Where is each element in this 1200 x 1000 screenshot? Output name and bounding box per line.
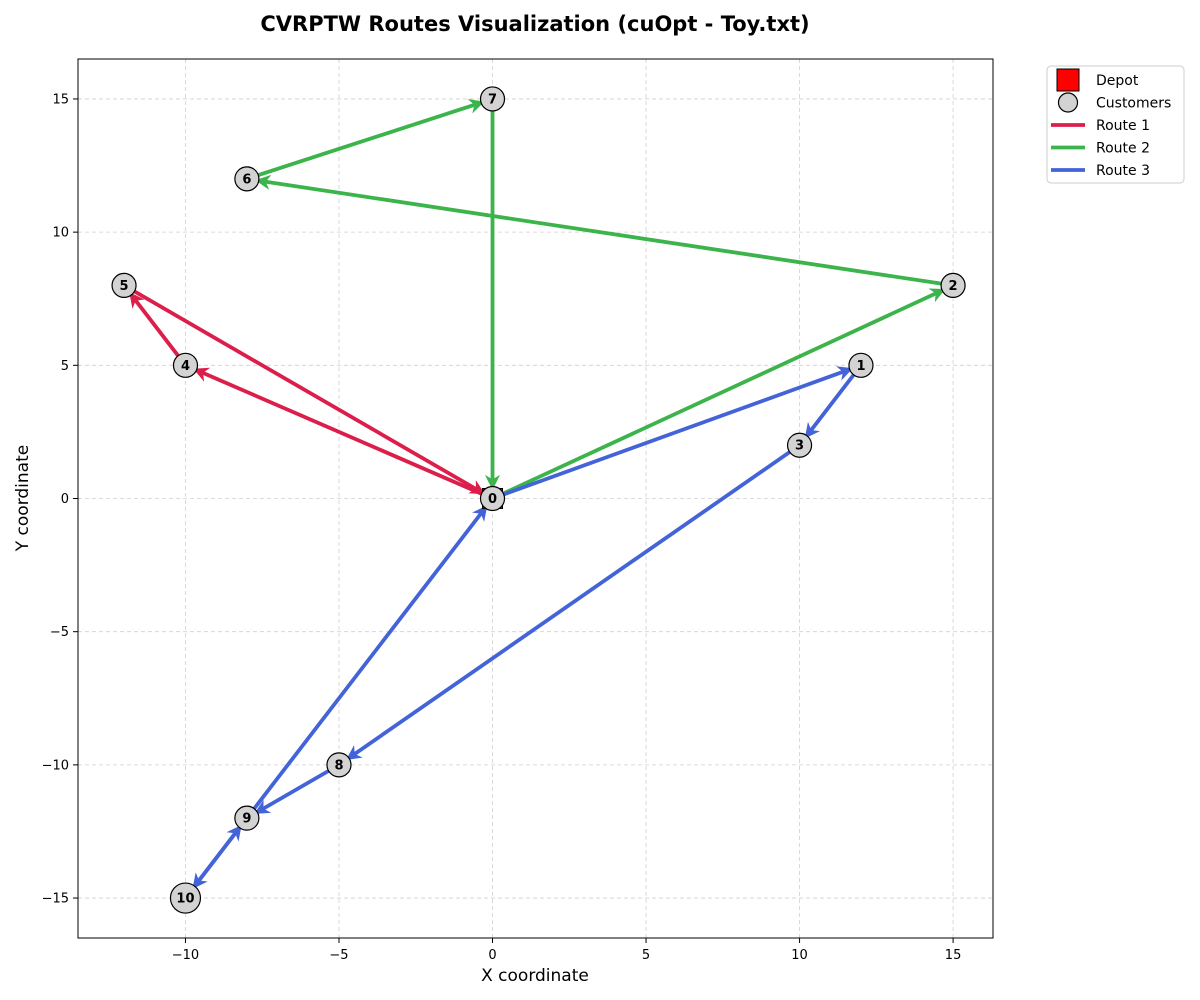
route-1-segment bbox=[128, 291, 188, 368]
route-1-segment bbox=[122, 283, 486, 496]
x-tick-label: 15 bbox=[945, 948, 962, 963]
node-9-marker bbox=[234, 805, 260, 831]
node-1-marker bbox=[848, 352, 874, 378]
y-tick-label: −15 bbox=[42, 892, 69, 907]
x-tick-label: 0 bbox=[488, 948, 496, 963]
x-axis-label: X coordinate bbox=[481, 966, 589, 986]
legend-item-depot: Depot bbox=[1056, 68, 1139, 92]
node-5-marker bbox=[111, 272, 137, 299]
legend-item-route3: Route 3 bbox=[1051, 163, 1150, 179]
node-0-marker bbox=[479, 485, 506, 512]
route-3 bbox=[183, 363, 863, 900]
route-3-segment bbox=[244, 504, 489, 821]
y-tick-label: −5 bbox=[50, 625, 69, 640]
node-0-label: 0 bbox=[488, 492, 497, 507]
legend-depot-swatch bbox=[1056, 68, 1080, 92]
route-3-segment bbox=[490, 366, 854, 501]
legend-depot-label: Depot bbox=[1096, 73, 1139, 89]
x-tick-label: 5 bbox=[642, 948, 650, 963]
nodes-layer: 0 1 2 3 4 5 6 7 8 9 10 bbox=[111, 86, 966, 914]
node-10-label: 10 bbox=[176, 892, 194, 907]
node-6-marker bbox=[234, 166, 260, 192]
route-2 bbox=[244, 97, 955, 501]
node-7-marker bbox=[479, 86, 506, 112]
route-1-segment bbox=[192, 367, 495, 501]
route-2-segment bbox=[490, 287, 946, 501]
node-4-label: 4 bbox=[181, 359, 190, 374]
route-3-segment bbox=[345, 443, 802, 762]
y-tick-label: 0 bbox=[61, 492, 69, 507]
legend-frame bbox=[1046, 65, 1185, 184]
y-tick-label: 10 bbox=[52, 226, 69, 241]
node-7-label: 7 bbox=[488, 92, 497, 107]
legend: Depot Customers Route 1 Route 2 Route 3 bbox=[1046, 65, 1185, 184]
node-5-label: 5 bbox=[120, 279, 129, 294]
legend-route2-label: Route 2 bbox=[1096, 141, 1150, 157]
y-tick-label: −10 bbox=[42, 758, 69, 773]
node-6-label: 6 bbox=[242, 172, 251, 187]
legend-customers-label: Customers bbox=[1096, 96, 1171, 112]
node-8-marker bbox=[326, 752, 352, 778]
route-2-segment bbox=[254, 174, 955, 288]
route-2-segment bbox=[244, 99, 485, 181]
legend-customers-swatch bbox=[1057, 92, 1079, 113]
route-3-segment bbox=[803, 363, 863, 440]
legend-route3-label: Route 3 bbox=[1096, 163, 1150, 179]
node-3-label: 3 bbox=[795, 439, 804, 454]
node-8-label: 8 bbox=[334, 758, 343, 773]
grid bbox=[78, 59, 993, 938]
node-9-label: 9 bbox=[242, 812, 251, 827]
routes-layer bbox=[122, 97, 955, 900]
legend-route1-label: Route 1 bbox=[1096, 118, 1150, 134]
x-tick-label: −10 bbox=[172, 948, 199, 963]
route-1 bbox=[122, 283, 495, 501]
chart-title: CVRPTW Routes Visualization (cuOpt - Toy… bbox=[260, 12, 809, 36]
legend-item-route2: Route 2 bbox=[1051, 141, 1150, 157]
node-2-marker bbox=[940, 272, 966, 299]
y-tick-label: 5 bbox=[61, 359, 69, 374]
node-4-marker bbox=[172, 352, 199, 378]
legend-item-route1: Route 1 bbox=[1051, 118, 1150, 134]
legend-item-customers: Customers bbox=[1057, 92, 1171, 113]
y-axis-label: Y coordinate bbox=[13, 445, 33, 552]
node-2-label: 2 bbox=[949, 279, 958, 294]
node-3-marker bbox=[786, 432, 813, 458]
route-3-segment bbox=[253, 762, 341, 816]
node-10-marker bbox=[169, 882, 202, 914]
x-tick-label: −5 bbox=[329, 948, 348, 963]
node-1-label: 1 bbox=[856, 359, 865, 374]
x-tick-label: 10 bbox=[791, 948, 808, 963]
y-tick-label: 15 bbox=[52, 92, 69, 107]
